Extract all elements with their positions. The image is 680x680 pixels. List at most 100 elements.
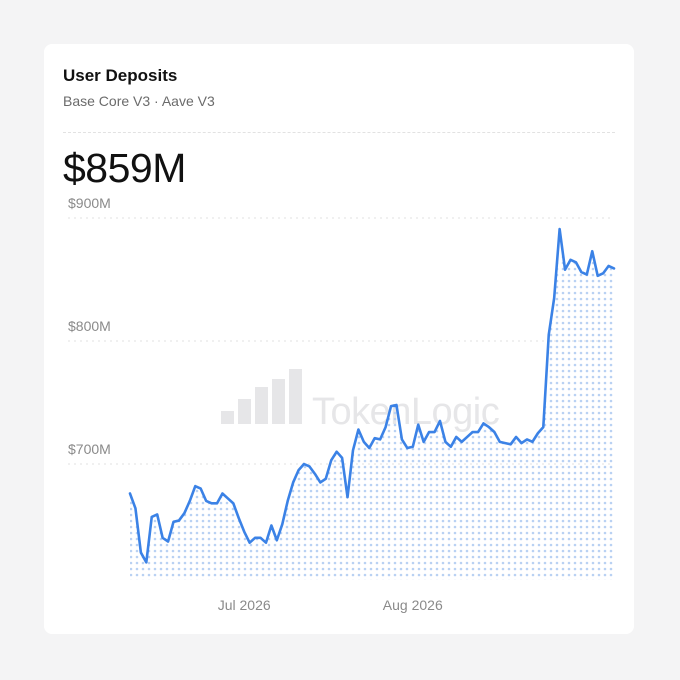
- data-point: [471, 431, 474, 434]
- watermark: TokenLogic: [221, 369, 500, 433]
- data-point: [183, 512, 186, 515]
- data-point: [243, 530, 246, 533]
- data-point: [368, 447, 371, 450]
- data-point: [281, 523, 284, 526]
- data-point: [384, 426, 387, 429]
- data-point: [553, 296, 556, 299]
- data-point: [177, 519, 180, 522]
- data-point: [357, 428, 360, 431]
- data-point: [161, 536, 164, 539]
- data-point: [139, 551, 142, 554]
- grid-lines: [68, 217, 614, 465]
- data-point: [379, 438, 382, 441]
- x-tick-label: Jul 2026: [218, 597, 271, 613]
- data-point: [237, 517, 240, 520]
- data-point: [308, 465, 311, 468]
- watermark-logo-icon: [221, 369, 302, 424]
- data-point: [400, 438, 403, 441]
- data-point: [390, 405, 393, 408]
- data-point: [324, 477, 327, 480]
- data-point: [330, 459, 333, 462]
- data-point: [221, 492, 224, 495]
- data-point: [194, 485, 197, 488]
- data-point: [574, 261, 577, 264]
- data-point: [411, 445, 414, 448]
- data-point: [129, 492, 132, 495]
- y-axis-ticks: $700M $800M $900M: [68, 195, 111, 457]
- data-point: [569, 258, 572, 261]
- data-point: [417, 423, 420, 426]
- data-point: [335, 450, 338, 453]
- data-point: [341, 456, 344, 459]
- deposits-line: [128, 227, 616, 564]
- data-point: [428, 431, 431, 434]
- data-point: [395, 403, 398, 406]
- data-point: [259, 536, 262, 539]
- data-point: [199, 487, 202, 490]
- data-point: [254, 536, 257, 539]
- data-point: [150, 515, 153, 518]
- data-point: [406, 447, 409, 450]
- data-point: [275, 539, 278, 542]
- data-point: [264, 541, 267, 544]
- data-point: [156, 513, 159, 516]
- y-tick-label: $800M: [68, 318, 111, 334]
- watermark-text: TokenLogic: [312, 391, 499, 433]
- data-point: [210, 502, 213, 505]
- data-point: [205, 499, 208, 502]
- data-point: [449, 445, 452, 448]
- data-point: [438, 419, 441, 422]
- card-title: User Deposits: [63, 66, 178, 85]
- data-point: [515, 435, 518, 438]
- data-point: [286, 499, 289, 502]
- data-point: [542, 426, 545, 429]
- data-point: [585, 273, 588, 276]
- data-point: [591, 250, 594, 253]
- data-point: [455, 435, 458, 438]
- data-point: [297, 469, 300, 472]
- data-point: [498, 440, 501, 443]
- data-point: [602, 272, 605, 275]
- data-point: [313, 472, 316, 475]
- data-point: [493, 431, 496, 434]
- data-point: [460, 440, 463, 443]
- data-point: [525, 438, 528, 441]
- card-subtitle: Base Core V3 · Aave V3: [63, 93, 215, 109]
- data-point: [487, 426, 490, 429]
- data-point: [145, 561, 148, 564]
- data-point: [422, 440, 425, 443]
- data-point: [580, 271, 583, 274]
- headline-value: $859M: [63, 145, 186, 191]
- data-point: [232, 502, 235, 505]
- data-point: [482, 422, 485, 425]
- data-point: [188, 499, 191, 502]
- data-point: [477, 431, 480, 434]
- data-point: [536, 432, 539, 435]
- x-tick-label: Aug 2026: [383, 597, 443, 613]
- data-point: [362, 440, 365, 443]
- data-point: [596, 274, 599, 277]
- data-point: [520, 442, 523, 445]
- data-point: [351, 449, 354, 452]
- data-point: [509, 443, 512, 446]
- data-point: [303, 463, 306, 466]
- data-point: [216, 502, 219, 505]
- header-divider: [63, 132, 615, 133]
- data-point: [558, 228, 561, 231]
- data-point: [248, 541, 251, 544]
- x-axis-ticks: Jul 2026 Aug 2026: [218, 597, 443, 613]
- data-point: [319, 481, 322, 484]
- data-point: [531, 440, 534, 443]
- data-point: [504, 442, 507, 445]
- data-point: [270, 524, 273, 527]
- data-point: [444, 440, 447, 443]
- data-point: [172, 520, 175, 523]
- data-point: [466, 435, 469, 438]
- data-point: [226, 497, 229, 500]
- data-point: [433, 431, 436, 434]
- y-tick-label: $700M: [68, 441, 111, 457]
- deposits-area: [130, 229, 614, 580]
- data-point: [564, 268, 567, 271]
- user-deposits-card: User Deposits Base Core V3 · Aave V3 $85…: [44, 44, 634, 634]
- data-point: [613, 267, 616, 270]
